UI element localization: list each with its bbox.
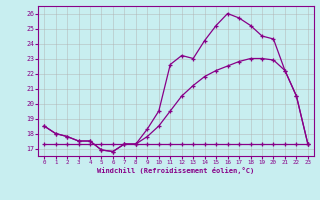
X-axis label: Windchill (Refroidissement éolien,°C): Windchill (Refroidissement éolien,°C) [97, 167, 255, 174]
